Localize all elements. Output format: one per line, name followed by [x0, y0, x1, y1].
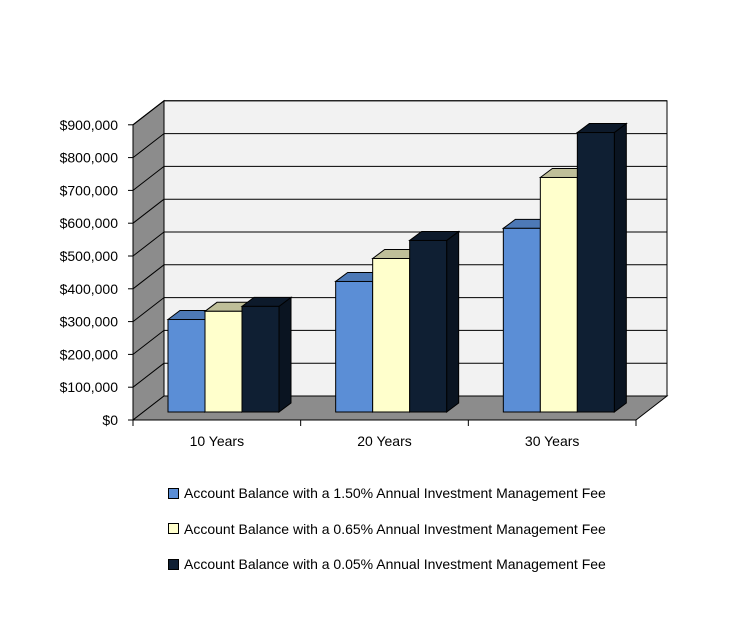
bar-front [167, 319, 206, 413]
bar [408, 230, 461, 413]
bar-front [372, 257, 411, 413]
gridline-side [132, 297, 165, 322]
bar-front [502, 227, 541, 413]
legend: Account Balance with a 1.50% Annual Inve… [168, 484, 606, 591]
y-tick-label: $200,000 [60, 346, 119, 362]
y-tick-label: $100,000 [60, 379, 119, 395]
legend-label: Account Balance with a 0.05% Annual Inve… [184, 556, 606, 572]
bar [575, 122, 628, 413]
side-wall [132, 99, 165, 422]
gridline-side [132, 198, 165, 224]
y-tick-label: $800,000 [60, 150, 119, 166]
gridline-side [132, 330, 165, 355]
legend-label: Account Balance with a 0.65% Annual Inve… [184, 520, 606, 537]
bar-front [539, 176, 578, 413]
legend-swatch [168, 558, 179, 570]
gridline-side [132, 362, 165, 388]
gridline-side [132, 264, 165, 290]
y-tick-label: $400,000 [60, 281, 119, 297]
x-tick-label: 10 Years [190, 433, 245, 449]
y-axis-tick-labels: $0 $100,000 $200,000 $300,000 $400,000 $500,0… [60, 117, 119, 428]
axes [128, 124, 637, 426]
legend-label: Account Balance with a 1.50% Annual Inve… [184, 485, 606, 501]
bar-front [335, 280, 374, 413]
legend-item: Account Balance with a 1.50% Annual Inve… [168, 484, 606, 502]
legend-swatch [168, 487, 179, 499]
x-axis-tick-labels: 10 Years 20 Years 30 Years [190, 433, 580, 449]
legend-item: Account Balance with a 0.05% Annual Inve… [168, 555, 606, 573]
bars [166, 122, 628, 413]
bar-front [204, 310, 243, 413]
gridline-side [132, 166, 165, 191]
bar-side [613, 122, 627, 413]
bar-front [576, 132, 615, 413]
x-tick-label: 20 Years [357, 433, 412, 449]
bar-side [446, 230, 460, 413]
y-tick-label: $600,000 [60, 215, 119, 231]
bar-side [278, 296, 292, 413]
legend-swatch [168, 523, 179, 534]
bar-front [241, 305, 280, 413]
y-tick-label: $700,000 [60, 182, 119, 198]
bar-front [409, 239, 448, 413]
gridline-side [132, 100, 165, 126]
x-tick-label: 30 Years [525, 433, 580, 449]
gridline-side [132, 133, 165, 158]
y-tick-label: $0 [102, 412, 118, 428]
y-tick-label: $500,000 [60, 248, 119, 264]
y-tick-label: $300,000 [60, 314, 119, 330]
legend-item: Account Balance with a 0.65% Annual Inve… [168, 520, 606, 538]
y-tick-label: $900,000 [60, 117, 119, 133]
bar [240, 296, 293, 413]
gridline-side [132, 231, 165, 257]
